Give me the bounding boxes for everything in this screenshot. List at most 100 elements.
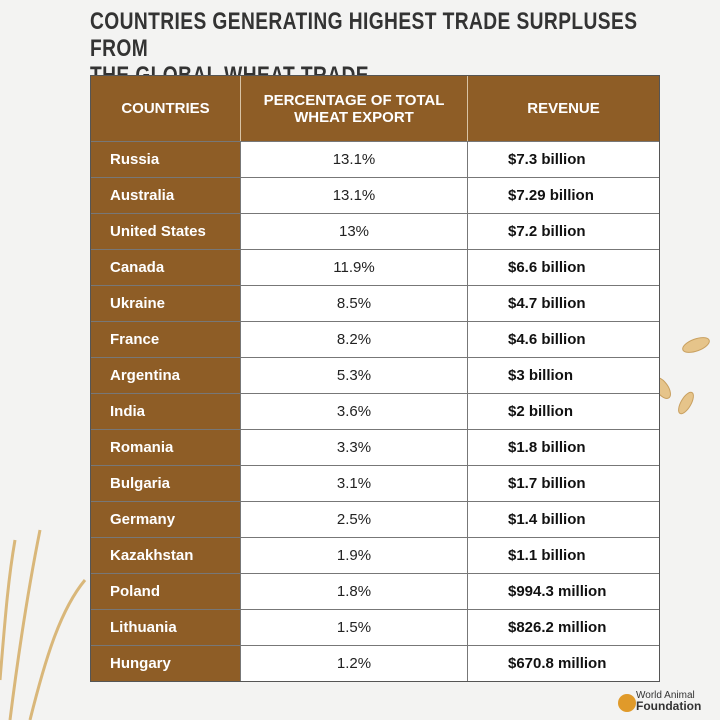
cell-text: 13.1% <box>332 151 376 168</box>
table-cell: 3.1% <box>241 466 468 501</box>
cell-text: $1.4 billion <box>508 511 586 528</box>
table-row: Hungary 1.2% $670.8 million <box>91 645 659 681</box>
cell-text: Bulgaria <box>110 475 171 492</box>
table-cell: India <box>91 394 241 429</box>
cell-text: 13.1% <box>332 187 376 204</box>
table: COUNTRIES PERCENTAGE OF TOTAL WHEAT EXPOR… <box>90 75 660 682</box>
cell-text: 2.5% <box>336 511 372 528</box>
header-cell: COUNTRIES <box>91 76 241 141</box>
header-cell: REVENUE <box>468 76 659 141</box>
cell-text: $4.6 billion <box>508 331 586 348</box>
cell-text: 11.9% <box>333 259 375 276</box>
cell-text: France <box>110 331 160 348</box>
table-row: Ukraine 8.5% $4.7 billion <box>91 285 659 321</box>
cell-text: $7.3 billion <box>508 151 586 168</box>
header-text: REVENUE <box>527 100 600 117</box>
cell-text: 8.5% <box>336 295 372 312</box>
cell-text: Argentina <box>110 367 181 384</box>
table-cell: $7.3 billion <box>468 142 659 177</box>
footer: World Animal Foundation <box>636 690 701 712</box>
table-cell: 8.5% <box>241 286 468 321</box>
table-cell: 5.3% <box>241 358 468 393</box>
header-text: PERCENTAGE OF TOTAL WHEAT EXPORT <box>263 91 445 126</box>
cell-text: Australia <box>110 187 175 204</box>
table-cell: 8.2% <box>241 322 468 357</box>
table-cell: Canada <box>91 250 241 285</box>
cell-text: 5.3% <box>336 367 372 384</box>
table-cell: Poland <box>91 574 241 609</box>
table-cell: 1.5% <box>241 610 468 645</box>
table-cell: Hungary <box>91 646 241 681</box>
cell-text: 3.6% <box>336 403 372 420</box>
cell-text: 1.9% <box>336 547 372 564</box>
table-cell: 13.1% <box>241 178 468 213</box>
table-cell: France <box>91 322 241 357</box>
table-row: Lithuania 1.5% $826.2 million <box>91 609 659 645</box>
cell-text: $3 billion <box>508 367 574 384</box>
table-row: Argentina 5.3% $3 billion <box>91 357 659 393</box>
wheat-stalks <box>0 529 87 720</box>
table-cell: 2.5% <box>241 502 468 537</box>
table-cell: Australia <box>91 178 241 213</box>
table-cell: Lithuania <box>91 610 241 645</box>
cell-text: $2 billion <box>508 403 574 420</box>
table-row: Canada 11.9% $6.6 billion <box>91 249 659 285</box>
cell-text: 13% <box>338 223 370 240</box>
header-cell: PERCENTAGE OF TOTAL WHEAT EXPORT <box>241 76 468 141</box>
table-cell: $1.8 billion <box>468 430 659 465</box>
table-row: Bulgaria 3.1% $1.7 billion <box>91 465 659 501</box>
table-cell: $4.6 billion <box>468 322 659 357</box>
table-cell: Russia <box>91 142 241 177</box>
cell-text: Russia <box>110 151 160 168</box>
table-row: Poland 1.8% $994.3 million <box>91 573 659 609</box>
table-cell: $994.3 million <box>468 574 659 609</box>
table-cell: 1.2% <box>241 646 468 681</box>
cell-text: Hungary <box>110 655 171 672</box>
title-text: COUNTRIES GENERATING HIGHEST TRADE SURPL… <box>90 8 638 62</box>
cell-text: $1.1 billion <box>508 547 586 564</box>
table-row: India 3.6% $2 billion <box>91 393 659 429</box>
header-text: COUNTRIES <box>121 100 210 117</box>
table-row: Romania 3.3% $1.8 billion <box>91 429 659 465</box>
cell-text: United States <box>110 223 206 240</box>
table-cell: $7.2 billion <box>468 214 659 249</box>
table-row: Kazakhstan 1.9% $1.1 billion <box>91 537 659 573</box>
table-cell: 13.1% <box>241 142 468 177</box>
cell-text: Germany <box>110 511 176 528</box>
title-line: COUNTRIES GENERATING HIGHEST TRADE SURPL… <box>90 8 650 62</box>
table-cell: $1.7 billion <box>468 466 659 501</box>
table-cell: Bulgaria <box>91 466 241 501</box>
table-cell: 13% <box>241 214 468 249</box>
table-cell: 1.8% <box>241 574 468 609</box>
cell-text: $1.8 billion <box>508 439 586 456</box>
table-row: Australia 13.1% $7.29 billion <box>91 177 659 213</box>
cell-text: $7.29 billion <box>508 187 594 204</box>
header-row: COUNTRIES PERCENTAGE OF TOTAL WHEAT EXPOR… <box>91 76 659 141</box>
table-cell: $1.1 billion <box>468 538 659 573</box>
cell-text: Poland <box>110 583 161 600</box>
cell-text: 3.1% <box>336 475 372 492</box>
logo <box>618 694 636 712</box>
cell-text: $670.8 million <box>508 655 607 672</box>
footer-text: World Animal <box>636 690 695 701</box>
cell-text: 8.2% <box>336 331 372 348</box>
table-cell: $3 billion <box>468 358 659 393</box>
table-cell: $826.2 million <box>468 610 659 645</box>
table-cell: $6.6 billion <box>468 250 659 285</box>
table-cell: $670.8 million <box>468 646 659 681</box>
table-cell: 11.9% <box>241 250 468 285</box>
table-cell: Kazakhstan <box>91 538 241 573</box>
cell-text: $4.7 billion <box>508 295 586 312</box>
cell-text: 1.5% <box>336 619 372 636</box>
table-cell: 3.6% <box>241 394 468 429</box>
cell-text: 3.3% <box>336 439 372 456</box>
table-cell: Argentina <box>91 358 241 393</box>
cell-text: $826.2 million <box>508 619 607 636</box>
table-cell: Romania <box>91 430 241 465</box>
table-cell: 1.9% <box>241 538 468 573</box>
cell-text: $7.2 billion <box>508 223 586 240</box>
table-row: United States 13% $7.2 billion <box>91 213 659 249</box>
table-cell: United States <box>91 214 241 249</box>
table-cell: $7.29 billion <box>468 178 659 213</box>
